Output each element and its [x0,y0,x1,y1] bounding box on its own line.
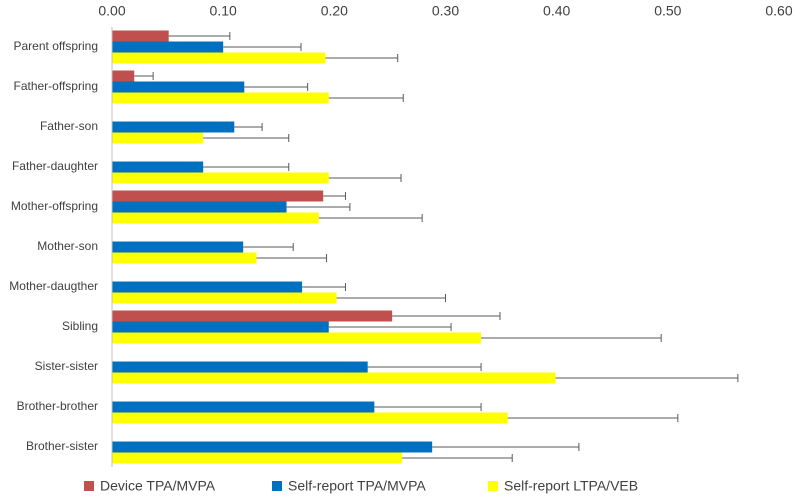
y-tick-label: Father-offspring [14,79,99,93]
error-bar [481,334,662,342]
error-bar [203,134,290,142]
x-tick-label: 0.50 [654,3,681,19]
error-bar [323,192,346,200]
error-bar [432,443,580,451]
bar [112,30,169,42]
error-bar [367,363,482,371]
bar [112,92,329,104]
x-tick-label: 0.60 [765,3,792,19]
bar [112,70,135,82]
legend-label: Device TPA/MVPA [100,478,216,494]
bar [112,292,337,304]
bar [112,321,329,333]
error-bar [223,43,302,51]
error-bar [328,174,402,182]
y-tick-label: Father-son [40,119,98,133]
error-bar [555,374,739,382]
y-tick-label: Brother-sister [26,439,98,453]
x-tick-label: 0.30 [432,3,459,19]
bar [112,190,324,202]
bar [112,132,204,144]
error-bar [336,294,446,302]
error-bar [328,323,452,331]
y-tick-label: Sister-sister [35,359,98,373]
legend-label: Self-report TPA/MVPA [288,478,426,494]
bar [112,201,287,213]
y-tick-label: Sibling [62,319,98,333]
error-bar [392,312,501,320]
error-bar [244,83,309,91]
x-tick-label: 0.40 [543,3,570,19]
error-bar [374,403,482,411]
error-bar [243,243,294,251]
legend-swatch [272,481,282,491]
bar [112,172,329,184]
error-bar [134,72,154,80]
bar [112,241,244,253]
bar [112,412,508,424]
bar [112,81,245,93]
bar [112,441,433,453]
y-tick-label: Father-daughter [12,159,98,173]
error-bar [256,254,328,262]
error-bar [234,123,263,131]
y-tick-label: Mother-son [37,239,98,253]
bar [112,52,326,64]
bar [112,252,257,264]
bar [112,372,556,384]
error-bar [168,32,231,40]
x-tick-label: 0.10 [210,3,237,19]
error-bar [402,454,513,462]
error-bar [507,414,679,422]
y-tick-label: Brother-brother [17,399,98,413]
bar [112,332,482,344]
x-tick-label: 0.20 [321,3,348,19]
bar [112,310,393,322]
y-tick-label: Mother-daugther [9,279,98,293]
error-bar [302,283,346,291]
bar [112,452,403,464]
legend-swatch [84,481,94,491]
legend-label: Self-report LTPA/VEB [504,478,638,494]
bar [112,212,319,224]
y-tick-label: Parent offspring [14,39,99,53]
y-tick-label: Mother-offspring [11,199,98,213]
bar [112,161,204,173]
error-bar [286,203,351,211]
bar [112,41,224,53]
x-tick-label: 0.00 [98,3,125,19]
bar [112,361,368,373]
error-bar [203,163,290,171]
bar [112,281,303,293]
bar [112,121,235,133]
legend-swatch [488,481,498,491]
error-bar [328,94,404,102]
error-bar [325,54,399,62]
bar [112,401,375,413]
error-bar [318,214,423,222]
